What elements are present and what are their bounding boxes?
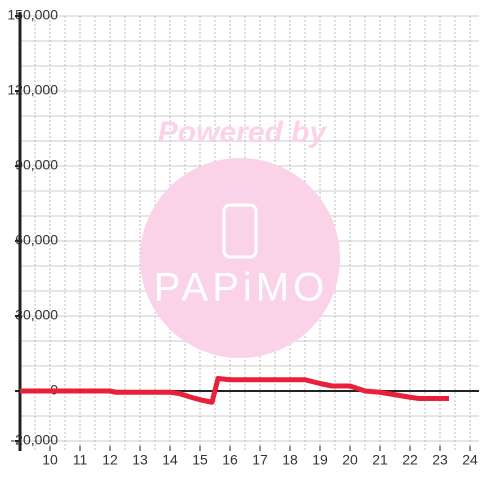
x-tick-label: 11 [73, 452, 88, 468]
watermark-logo: PAPiMO [154, 266, 328, 310]
x-tick-label: 21 [372, 452, 388, 468]
x-tick-label: 19 [312, 452, 328, 468]
y-tick-label: 60,000 [15, 232, 58, 248]
y-tick-label: 30,000 [15, 307, 58, 323]
x-tick-label: 14 [162, 452, 178, 468]
y-tick-label: 150,000 [7, 7, 58, 23]
data-line [20, 376, 449, 405]
x-tick-label: 24 [462, 452, 478, 468]
x-tick-label: 16 [222, 452, 238, 468]
x-tick-label: 22 [402, 452, 418, 468]
x-tick-label: 15 [192, 452, 208, 468]
x-tick-label: 18 [282, 452, 298, 468]
x-tick-label: 10 [42, 452, 58, 468]
x-tick-label: 12 [102, 452, 118, 468]
x-tick-label: 17 [252, 452, 268, 468]
y-tick-label: -20,000 [11, 432, 59, 448]
x-tick-label: 20 [342, 452, 358, 468]
watermark-text: Powered by [158, 116, 328, 149]
watermark: Powered by PAPiMO [140, 116, 340, 358]
y-tick-label: 90,000 [15, 157, 58, 173]
x-tick-label: 13 [132, 452, 148, 468]
y-tick-label: 120,000 [7, 82, 58, 98]
x-tick-label: 23 [432, 452, 448, 468]
watermark-icon [222, 203, 258, 259]
